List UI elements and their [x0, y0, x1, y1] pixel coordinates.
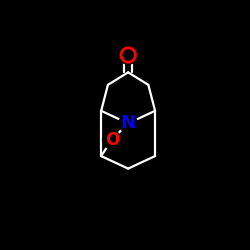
- Circle shape: [119, 114, 137, 132]
- Circle shape: [119, 46, 137, 64]
- Circle shape: [102, 130, 121, 149]
- Text: O: O: [105, 131, 119, 149]
- Text: N: N: [120, 114, 136, 132]
